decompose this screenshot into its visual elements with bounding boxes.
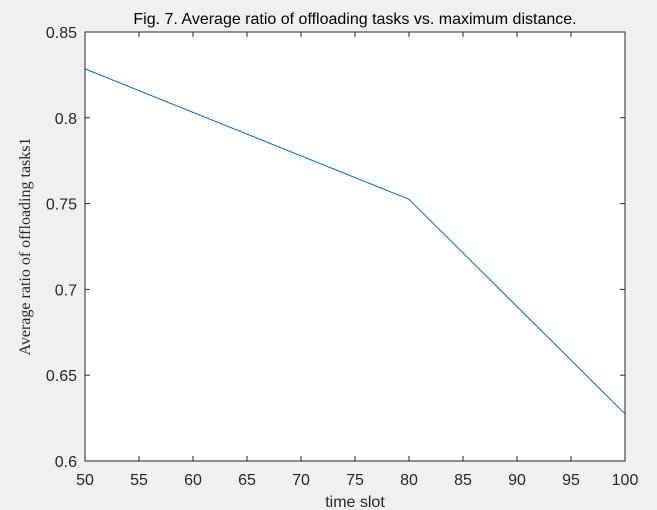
series-line: [84, 68, 626, 415]
x-tick-label: 80: [400, 472, 418, 489]
x-tick-label: 75: [346, 472, 364, 489]
y-tick-label: 0.7: [55, 282, 77, 299]
y-tick-label: 0.75: [46, 197, 77, 214]
x-tick-label: 55: [130, 472, 148, 489]
x-tick-label: 70: [292, 472, 310, 489]
x-tick-label: 95: [562, 472, 580, 489]
y-tick-label: 0.65: [46, 368, 77, 385]
x-tick-label: 90: [508, 472, 526, 489]
series-lines: [84, 68, 626, 415]
chart-title: Fig. 7. Average ratio of offloading task…: [133, 11, 576, 28]
plot-area: [85, 32, 625, 461]
x-tick-label: 50: [76, 472, 94, 489]
x-tick-label: 65: [238, 472, 256, 489]
y-tick-label: 0.85: [46, 25, 77, 42]
y-axis-label: Average ratio of offloading tasks1: [17, 137, 34, 355]
x-tick-label: 85: [454, 472, 472, 489]
y-tick-label: 0.6: [55, 454, 77, 471]
x-tick-label: 60: [184, 472, 202, 489]
tick-labels: 50 55 60 65 70 75 80 85 90 95 100 0.6 0.65 0.7 0.75 0.8…: [46, 25, 639, 489]
y-tick-label: 0.8: [55, 111, 77, 128]
x-tick-label: 100: [612, 472, 639, 489]
axes-box: [84, 31, 626, 462]
x-axis-label: time slot: [325, 494, 385, 510]
